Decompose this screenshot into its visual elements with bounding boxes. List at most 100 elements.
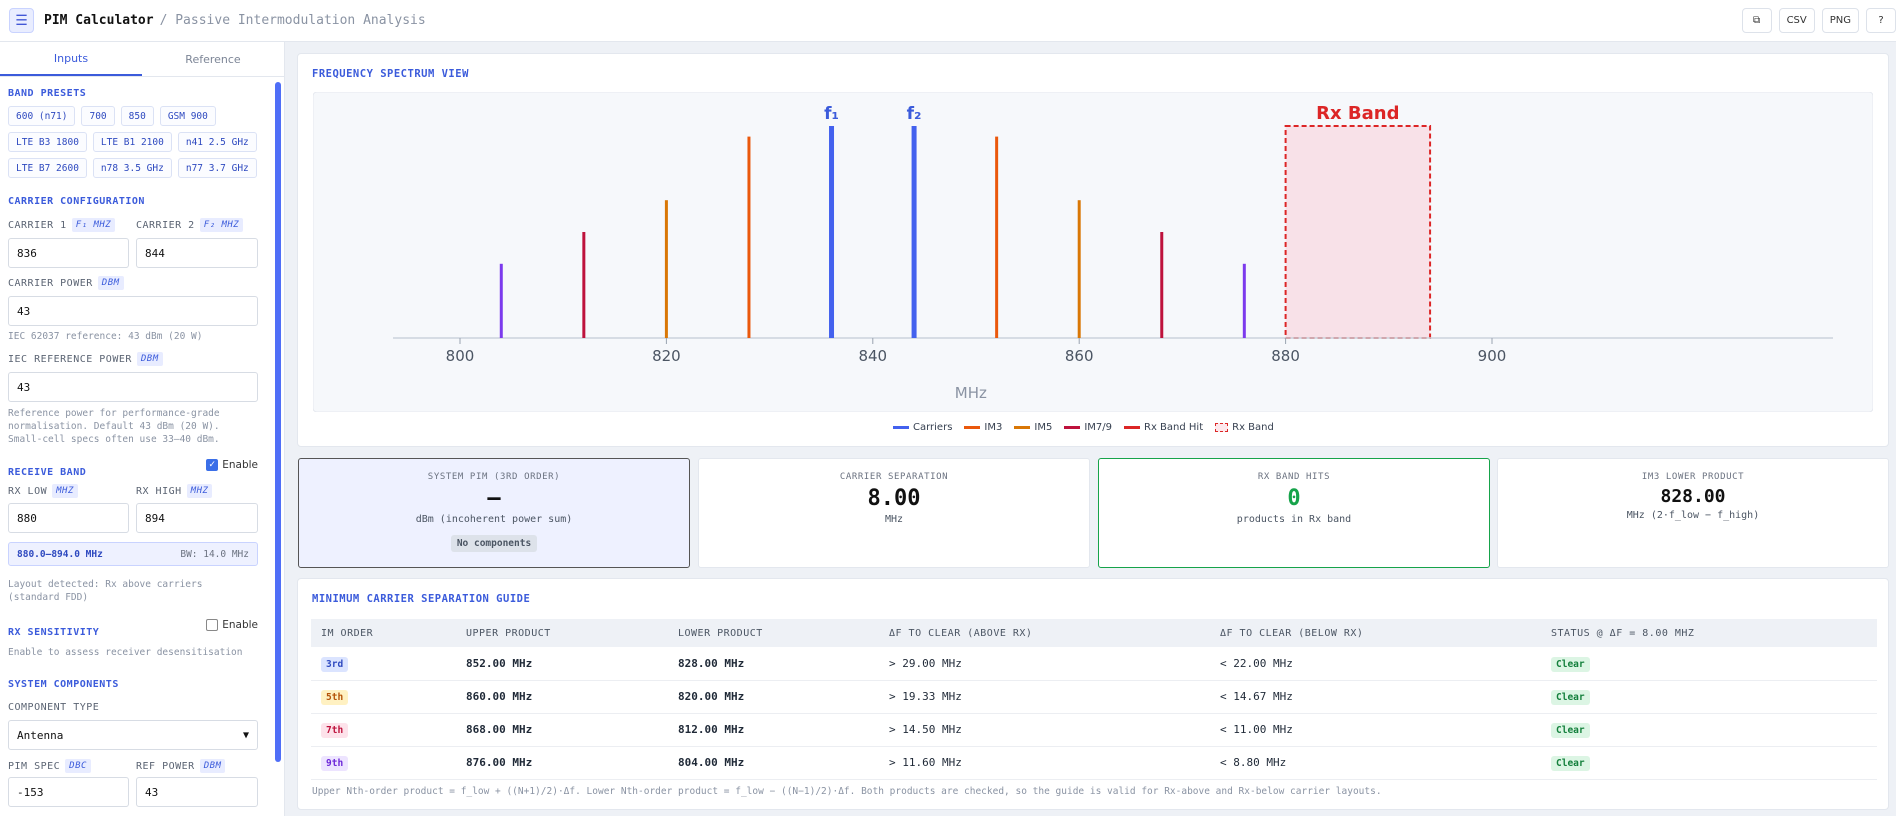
x-tick-label: 820 [652,347,681,365]
rx-band-summary: 880.0–894.0 MHz BW: 14.0 MHz [8,542,258,566]
spectrum-bar-im9 [1242,263,1246,338]
rx-band-label: Rx Band [1316,103,1399,124]
status-badge: Clear [1541,713,1877,747]
png-button[interactable]: PNG [1821,8,1859,33]
top-bar: ☰ PIM Calculator / Passive Intermodulati… [0,0,1896,42]
table-row: 9th 876.00 MHz 804.00 MHz > 11.60 MHz < 8.80… [311,746,1877,780]
col-status: STATUS @ ΔF = 8.00 MHZ [1541,619,1877,647]
spectrum-bar-im3 [995,136,999,338]
col-lower: LOWER PRODUCT [668,619,879,647]
table-cell: > 14.50 MHz [879,713,1210,747]
rx-band-region [1284,125,1432,339]
legend-im3: IM3 [964,422,1002,433]
pim-spec-label: PIM SPEC DBC [8,759,128,773]
tab-reference[interactable]: Reference [185,52,241,66]
legend-carriers: Carriers [893,422,952,433]
preset-button[interactable]: 700 [81,106,115,126]
rx-low-input[interactable]: 880 [8,503,129,533]
spectrum-bar-carriers [911,126,917,338]
carrier-label: f₁ [824,104,839,124]
iec-power-input[interactable]: 43 [8,372,258,402]
copy-icon[interactable]: ⧉ [1741,8,1772,33]
rx-high-input[interactable]: 894 [136,503,258,533]
spectrum-chart: Rx Band 800 820 840 860 880 900 MHz f₁ f₂ [313,92,1873,412]
carrier-power-label: CARRIER POWER DBM [8,276,260,290]
table-cell: < 11.00 MHz [1210,713,1541,747]
table-cell: 852.00 MHz [456,647,668,681]
table-cell: 804.00 MHz [668,746,879,780]
band-presets: 600 (n71) 700 850 GSM 900 LTE B3 1800 LT… [8,106,258,178]
spectrum-bar-im3 [747,136,751,338]
carrier1-label: CARRIER 1 F₁ MHZ [8,218,128,232]
csv-button[interactable]: CSV [1778,8,1815,33]
help-icon[interactable]: ? [1866,8,1896,33]
table-cell: 868.00 MHz [456,713,668,747]
col-im-order: IM ORDER [311,619,456,647]
ref-power-input[interactable]: 43 [136,777,258,807]
preset-button[interactable]: LTE B1 2100 [92,132,172,152]
carrier-config-title: CARRIER CONFIGURATION [8,196,145,207]
rx-low-label: RX LOW MHZ [8,484,128,498]
app-subtitle: / Passive Intermodulation Analysis [159,13,426,28]
carrier1-input[interactable]: 836 [8,238,129,268]
preset-button[interactable]: LTE B3 1800 [8,132,87,152]
spectrum-bar-im9 [499,263,503,338]
x-axis-label: MHz [955,384,987,402]
receive-band-title: RECEIVE BAND [8,467,87,478]
preset-button[interactable]: LTE B7 2600 [8,158,87,178]
sidebar-scrollbar[interactable] [275,82,281,762]
status-badge: Clear [1541,746,1877,780]
table-cell: < 8.80 MHz [1210,746,1541,780]
separation-guide-card: MINIMUM CARRIER SEPARATION GUIDE IM ORDE… [297,578,1889,810]
rx-enable-checkbox[interactable]: ✓ Enable [206,459,258,471]
im-order-badge: 7th [311,713,456,747]
menu-icon[interactable]: ☰ [9,8,34,33]
stat-rx-band-hits: RX BAND HITS 0 products in Rx band [1098,458,1490,568]
preset-button[interactable]: GSM 900 [159,106,216,126]
tab-inputs[interactable]: Inputs [0,42,142,76]
stat-im3-lower: IM3 LOWER PRODUCT 828.00 MHz (2·f_low − … [1497,458,1889,568]
table-cell: < 14.67 MHz [1210,680,1541,714]
table-cell: 820.00 MHz [668,680,879,714]
legend-im5: IM5 [1014,422,1052,433]
rx-layout-hint: Layout detected: Rx above carriers (stan… [8,579,203,603]
guide-table: IM ORDER UPPER PRODUCT LOWER PRODUCT ΔF … [311,619,1877,780]
stat-system-pim: SYSTEM PIM (3RD ORDER) — dBm (incoherent… [298,458,690,568]
table-cell: 812.00 MHz [668,713,879,747]
preset-button[interactable]: 600 (n71) [8,106,76,126]
legend-rx-hit: Rx Band Hit [1124,422,1203,433]
table-cell: 860.00 MHz [456,680,668,714]
preset-button[interactable]: n41 2.5 GHz [177,132,257,152]
x-tick-label: 840 [858,347,887,365]
system-components-title: SYSTEM COMPONENTS [8,679,119,690]
spectrum-bar-im5 [1077,200,1081,338]
carrier2-input[interactable]: 844 [136,238,258,268]
status-badge: Clear [1541,680,1877,714]
spectrum-bar-im5 [664,200,668,338]
preset-button[interactable]: n78 3.5 GHz [92,158,172,178]
preset-button[interactable]: 850 [120,106,154,126]
app-title: PIM Calculator [44,13,154,28]
carrier-power-input[interactable]: 43 [8,296,258,326]
chevron-down-icon: ▼ [242,729,249,741]
component-type-select[interactable]: Antenna ▼ [8,720,258,750]
table-cell: > 11.60 MHz [879,746,1210,780]
x-tick-label: 800 [446,347,475,365]
sens-enable-checkbox[interactable]: Enable [206,619,258,631]
im-order-badge: 3rd [311,647,456,681]
table-cell: < 22.00 MHz [1210,647,1541,681]
spectrum-bar-im79 [1160,232,1164,338]
table-cell: > 29.00 MHz [879,647,1210,681]
pim-spec-input[interactable]: -153 [8,777,129,807]
spectrum-bar-im79 [582,232,586,338]
preset-button[interactable]: n77 3.7 GHz [177,158,257,178]
carrier2-label: CARRIER 2 F₂ MHZ [136,218,256,232]
carrier-power-hint: IEC 62037 reference: 43 dBm (20 W) [8,331,203,342]
ref-power-label: REF POWER DBM [136,759,256,773]
x-tick-label: 900 [1478,347,1507,365]
spectrum-legend: Carriers IM3 IM5 IM7/9 Rx Band Hit Rx Ba… [893,422,1274,433]
table-cell: > 19.33 MHz [879,680,1210,714]
table-row: 7th 868.00 MHz 812.00 MHz > 14.50 MHz < 11.0… [311,713,1877,747]
im-order-badge: 9th [311,746,456,780]
iec-power-label: IEC REFERENCE POWER DBM [8,352,260,366]
